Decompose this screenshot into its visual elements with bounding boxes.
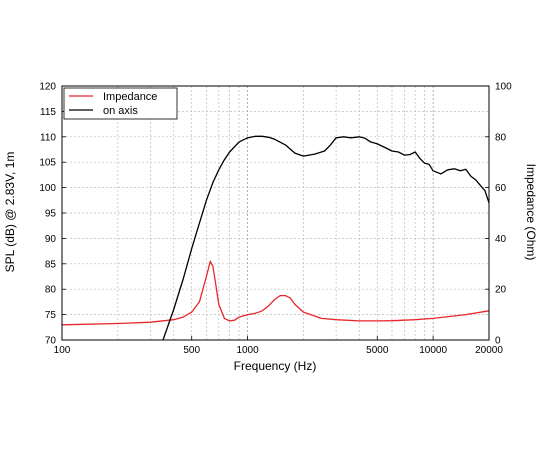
legend-box (63, 87, 178, 120)
y-axis-title-right: Impedance (Ohm) (524, 164, 538, 261)
y-tick-label-left: 100 (39, 183, 56, 194)
x-tick-label: 1000 (236, 345, 259, 356)
minor-gridlines (62, 86, 489, 340)
x-tick-label: 5000 (366, 345, 389, 356)
y-tick-label-left: 95 (45, 209, 57, 220)
y-tick-label-left: 85 (45, 259, 57, 270)
y-tick-label-right: 20 (495, 285, 507, 296)
y-tick-label-left: 75 (45, 310, 57, 321)
tick-labels: 100 500 1000 5000 10000 200007075808590951001… (39, 82, 512, 357)
legend: Impedance on axis (63, 87, 178, 120)
x-tick-label: 10000 (419, 345, 447, 356)
y-tick-label-right: 40 (495, 234, 507, 245)
y-tick-label-right: 80 (495, 132, 507, 143)
series-layer (61, 135, 490, 341)
y-axis-title-left: SPL (dB) @ 2.83V, 1m (3, 152, 17, 273)
x-tick-label: 100 (54, 345, 71, 356)
x-axis-title: Frequency (Hz) (234, 359, 317, 373)
y-tick-label-left: 105 (39, 158, 56, 169)
series-line-impedance (61, 260, 490, 326)
legend-label-on-axis: on axis (103, 105, 138, 117)
series-line-on-axis (162, 135, 490, 341)
y-tick-label-left: 120 (39, 82, 56, 93)
x-tick-label: 20000 (475, 345, 503, 356)
legend-label-impedance: Impedance (103, 91, 157, 103)
y-tick-label-left: 70 (45, 336, 57, 347)
y-tick-label-right: 60 (495, 183, 507, 194)
y-tick-label-right: 0 (495, 336, 501, 347)
axes-frame (61, 85, 490, 341)
y-tick-label-left: 90 (45, 234, 57, 245)
y-tick-label-left: 80 (45, 285, 57, 296)
y-tick-label-right: 100 (495, 82, 512, 93)
y-tick-label-left: 110 (40, 132, 56, 143)
y-tick-label-left: 115 (40, 107, 56, 118)
x-tick-label: 500 (183, 345, 200, 356)
